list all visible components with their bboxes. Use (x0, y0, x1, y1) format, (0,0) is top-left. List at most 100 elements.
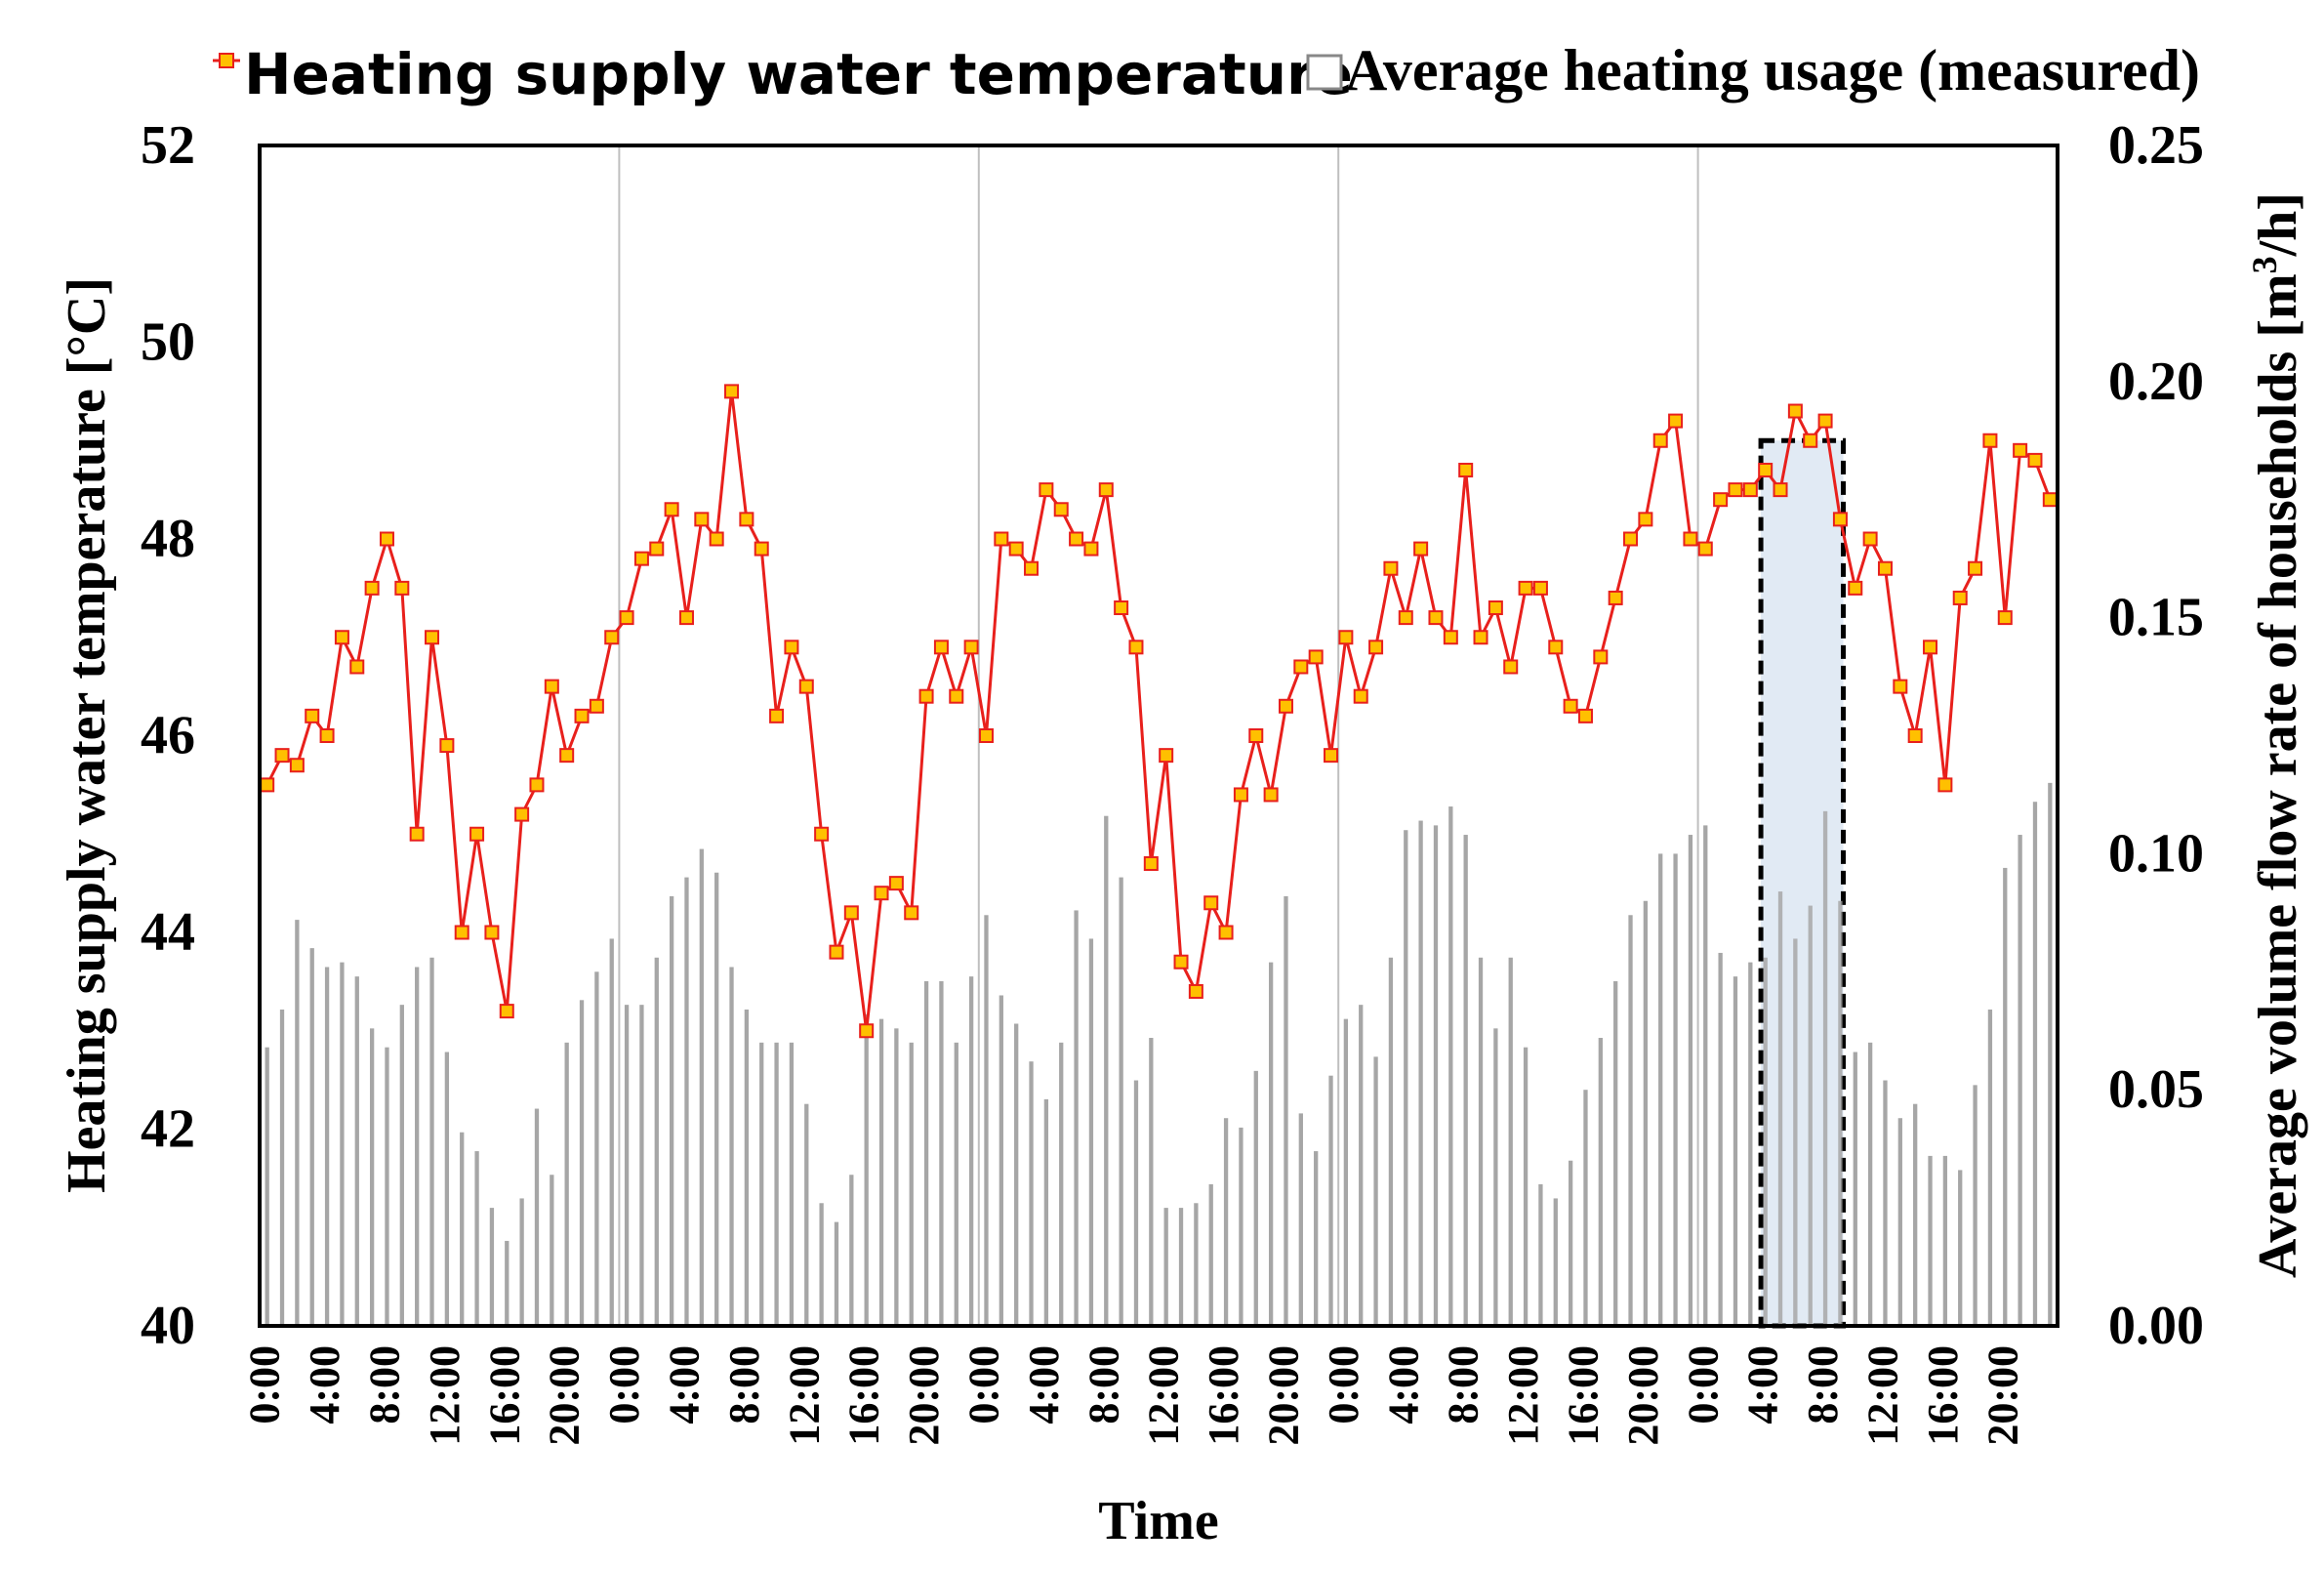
temperature-point (829, 944, 844, 960)
bar (1643, 900, 1649, 1326)
bar (714, 872, 719, 1326)
temperature-point (1697, 541, 1713, 557)
bar-highlighted (1763, 957, 1768, 1326)
temperature-point (724, 384, 740, 399)
temperature-point (425, 630, 440, 645)
bar (399, 1005, 404, 1326)
right-axis-title-prefix: Average volume flow rate of households [… (2248, 273, 2308, 1278)
bar (295, 920, 300, 1326)
temperature-point (589, 698, 604, 714)
highlight-region (1758, 437, 1846, 1329)
temperature-point (694, 512, 710, 527)
bar (2032, 802, 2038, 1326)
bar (1119, 877, 1123, 1326)
bar (1133, 1080, 1139, 1326)
bar (369, 1028, 375, 1326)
temperature-point (454, 925, 469, 940)
legend-bar-swatch (1306, 54, 1343, 91)
x-axis-tick-label: 8:00 (1440, 1345, 1488, 1424)
bar (699, 848, 704, 1326)
bar (1059, 1042, 1064, 1326)
temperature-point (994, 531, 1009, 547)
bar (834, 1221, 839, 1326)
temperature-point (1638, 512, 1653, 527)
bar (1973, 1085, 1977, 1326)
bar (984, 915, 989, 1326)
bar (460, 1132, 465, 1326)
temperature-point (2013, 442, 2028, 458)
temperature-point (1623, 531, 1639, 547)
bar (939, 980, 944, 1326)
temperature-point (754, 541, 769, 557)
bar (909, 1042, 914, 1326)
bar (519, 1198, 524, 1326)
temperature-point (1968, 560, 1983, 576)
bar (1284, 895, 1288, 1326)
temperature-point (1803, 433, 1818, 448)
temperature-point (633, 551, 649, 566)
bar (444, 1052, 450, 1326)
x-axis-tick-label: 8:00 (1799, 1345, 1847, 1424)
bar (1942, 1155, 1948, 1326)
bar (639, 1005, 644, 1326)
temperature-point (334, 630, 349, 645)
bar (1359, 1005, 1364, 1326)
bar (2048, 782, 2053, 1326)
bar (968, 976, 974, 1326)
x-axis-tick-label: 20:00 (900, 1345, 948, 1446)
bar (415, 967, 420, 1326)
bar (1568, 1160, 1573, 1326)
temperature-point (1503, 659, 1519, 675)
bar (878, 1018, 884, 1326)
temperature-point (1548, 640, 1564, 655)
temperature-point (1278, 698, 1293, 714)
left-axis-ticks: 40 42 44 46 48 50 52 (141, 115, 195, 1356)
bar (654, 957, 659, 1326)
temperature-point (349, 659, 365, 675)
bar (1508, 957, 1513, 1326)
left-axis-tick-label: 50 (141, 312, 195, 373)
temperature-point (1324, 748, 1339, 764)
x-axis-tick-label: 0:00 (600, 1345, 648, 1424)
temperature-point (1218, 925, 1234, 940)
bar (1163, 1208, 1168, 1326)
x-axis-tick-label: 20:00 (541, 1345, 589, 1446)
left-axis-tick-label: 52 (141, 115, 195, 176)
right-axis-title: Average volume flow rate of households [… (2245, 192, 2308, 1278)
temperature-point (1862, 531, 1878, 547)
temperature-point (798, 679, 814, 694)
left-axis-tick-label: 44 (141, 902, 195, 963)
bar (1553, 1198, 1558, 1326)
temperature-point (1233, 787, 1248, 803)
x-axis-tick-label: 16:00 (1559, 1345, 1607, 1446)
bar-highlighted (1838, 900, 1843, 1326)
bar (1298, 1113, 1303, 1326)
bar (804, 1103, 809, 1326)
temperature-point (1458, 462, 1474, 477)
x-axis-tick-label: 12:00 (1499, 1345, 1547, 1446)
right-axis-tick-label: 0.10 (2108, 823, 2204, 884)
right-axis-title-sup: 3 (2245, 256, 2284, 273)
temperature-point (1428, 610, 1444, 626)
temperature-point (529, 777, 545, 793)
bar (1014, 1023, 1019, 1326)
temperature-point (1728, 482, 1743, 498)
temperature-point (1024, 560, 1040, 576)
bar (1613, 980, 1618, 1326)
temperature-point (1263, 787, 1279, 803)
x-axis-tick-label: 12:00 (780, 1345, 828, 1446)
temperature-point (1683, 531, 1698, 547)
temperature-point (469, 826, 485, 842)
temperature-point (664, 502, 679, 517)
legend: Heating supply water temperature Average… (213, 38, 2200, 107)
bar (819, 1203, 824, 1326)
bar (265, 1047, 269, 1326)
temperature-point (1308, 649, 1324, 665)
temperature-point (1848, 580, 1863, 596)
bar (669, 895, 674, 1326)
bar (609, 938, 614, 1326)
temperature-point (784, 640, 799, 655)
temperature-point (1563, 698, 1578, 714)
bar-highlighted (1822, 810, 1828, 1326)
bar (309, 948, 314, 1326)
